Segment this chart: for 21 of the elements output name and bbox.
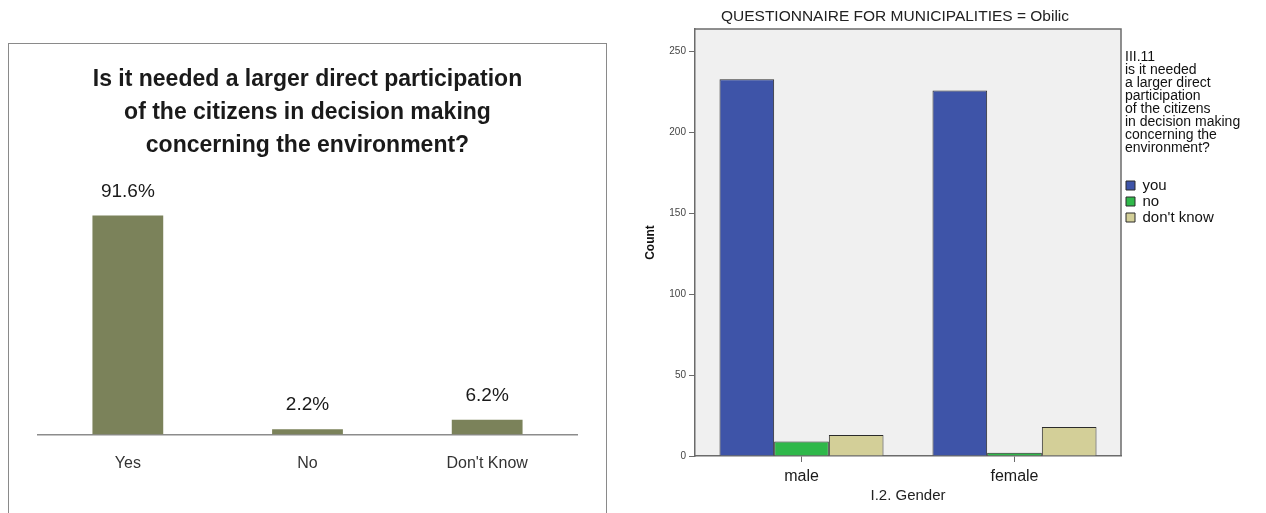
data-label: 6.2% <box>465 383 509 405</box>
x-tick-label: No <box>297 453 318 471</box>
y-tick-label: 50 <box>674 368 687 380</box>
x-axis-title: I.2. Gender <box>870 486 946 504</box>
x-tick-label: male <box>784 467 819 485</box>
y-tick-label: 250 <box>669 45 687 57</box>
y-tick-label: 150 <box>669 207 687 219</box>
x-tick-label: female <box>990 467 1039 485</box>
y-tick-label: 0 <box>680 449 687 461</box>
legend-label: you <box>1142 175 1167 193</box>
chart-title: QUESTIONNAIRE FOR MUNICIPALITIES = Obilic <box>720 7 1070 25</box>
y-tick-label: 100 <box>669 288 687 300</box>
legend-title: III.11 is it needed a larger direct participation of the citizens in decision making concerning the environment? <box>1125 47 1241 155</box>
y-tick-label: 200 <box>669 126 687 138</box>
x-tick-label: Yes <box>114 453 141 471</box>
y-axis-title: Count <box>642 225 657 260</box>
data-label: 91.6% <box>100 179 155 201</box>
data-label: 2.2% <box>285 393 330 415</box>
chart-title: Is it needed a larger direct participation of the citizens in decision making concerning the environment? <box>91 64 524 159</box>
legend-label: don't know <box>1142 207 1214 225</box>
x-tick-label: Don't Know <box>446 453 529 471</box>
